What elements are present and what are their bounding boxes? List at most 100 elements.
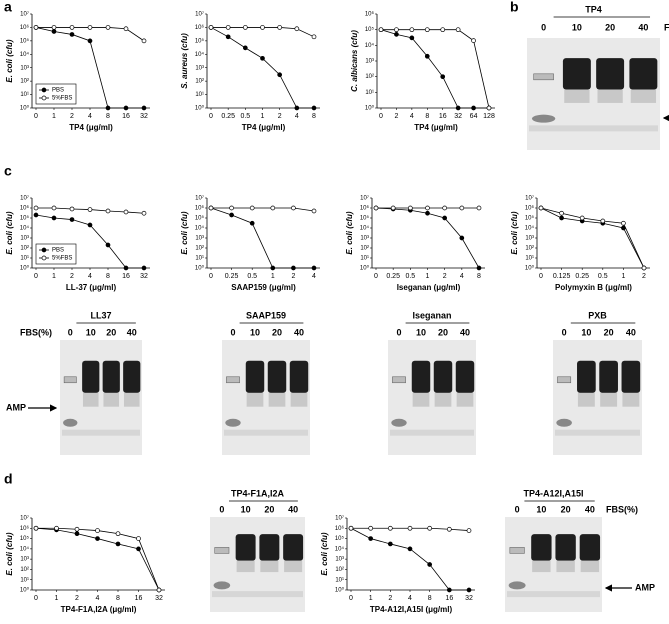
data-point xyxy=(387,541,393,547)
data-point xyxy=(579,215,585,221)
data-point xyxy=(311,34,317,40)
gel-band xyxy=(556,418,572,427)
gel-band xyxy=(82,360,100,393)
gel-smear xyxy=(630,89,657,103)
data-point xyxy=(87,207,93,212)
data-point xyxy=(387,525,393,531)
data-point xyxy=(249,205,255,211)
data-point xyxy=(270,205,276,211)
data-point xyxy=(291,265,296,271)
gel-smear xyxy=(246,392,264,407)
y-tick-label: 10⁷ xyxy=(20,515,29,522)
y-tick-label: 10⁰ xyxy=(365,105,375,112)
lane-label: 0 xyxy=(562,327,567,337)
lane-label: 0 xyxy=(219,504,224,514)
data-point xyxy=(559,210,564,216)
data-point xyxy=(141,38,147,44)
x-tick-label: 0 xyxy=(374,273,378,280)
y-tick-label: 10⁴ xyxy=(360,225,370,232)
data-point xyxy=(33,25,39,30)
data-point xyxy=(136,536,141,541)
y-tick-label: 10⁷ xyxy=(20,11,29,18)
gel-smear xyxy=(123,392,140,407)
y-tick-label: 10⁶ xyxy=(335,525,345,532)
data-point xyxy=(459,235,465,241)
gel-band xyxy=(289,360,309,393)
gel-title: LL37 xyxy=(90,310,111,320)
data-point xyxy=(394,32,399,37)
y-tick-label: 10¹ xyxy=(525,256,534,262)
data-point xyxy=(123,105,129,111)
y-tick-label: 10⁰ xyxy=(195,265,205,272)
y-tick-label: 10⁴ xyxy=(20,51,30,58)
y-tick-label: 10⁵ xyxy=(360,215,370,222)
y-tick-label: 10¹ xyxy=(365,90,374,96)
data-point xyxy=(225,25,231,30)
y-tick-label: 10¹ xyxy=(195,256,204,262)
x-tick-label: 4 xyxy=(295,113,299,120)
gel-band xyxy=(599,360,618,393)
x-tick-label: 4 xyxy=(410,113,414,120)
x-tick-label: 0 xyxy=(539,273,543,280)
x-tick-label: 2 xyxy=(70,113,74,120)
x-axis-label: SAAP159 (μg/ml) xyxy=(231,283,296,292)
x-axis-label: Iseganan (μg/ml) xyxy=(397,283,461,292)
data-point xyxy=(123,209,129,215)
y-axis-label: E. coli (cfu) xyxy=(5,211,14,254)
y-tick-label: 10⁰ xyxy=(20,265,30,272)
y-tick-label: 10⁰ xyxy=(195,105,205,112)
data-point xyxy=(471,105,476,111)
data-point xyxy=(390,205,396,211)
y-tick-label: 10⁵ xyxy=(365,26,375,33)
y-tick-label: 10⁵ xyxy=(335,535,345,542)
gel-bottom-band xyxy=(212,591,303,598)
data-point xyxy=(425,205,430,211)
data-point xyxy=(459,205,465,211)
data-point xyxy=(69,206,75,212)
x-axis-label: TP4 (μg/ml) xyxy=(242,123,286,132)
gel-band xyxy=(621,360,641,393)
x-tick-label: 1 xyxy=(261,113,265,120)
x-tick-label: 64 xyxy=(470,113,478,120)
x-tick-label: 8 xyxy=(106,113,110,120)
y-tick-label: 10¹ xyxy=(20,92,29,98)
gel-band xyxy=(259,534,280,561)
y-tick-label: 10⁶ xyxy=(195,205,205,212)
data-point xyxy=(291,205,296,211)
x-tick-label: 2 xyxy=(70,273,74,280)
gel-title: Iseganan xyxy=(412,310,451,320)
x-tick-label: 32 xyxy=(155,595,163,602)
y-tick-label: 10² xyxy=(335,567,344,573)
data-point xyxy=(394,27,399,33)
x-tick-label: 2 xyxy=(388,595,392,602)
gel-bottom-band xyxy=(224,429,308,436)
y-tick-label: 10⁰ xyxy=(360,265,370,272)
data-point xyxy=(229,212,234,218)
x-axis-label: TP4-A12I,A15I (μg/ml) xyxy=(370,605,453,614)
x-axis-label: Polymyxin B (μg/ml) xyxy=(555,283,632,292)
lane-label: 20 xyxy=(106,327,116,337)
gel-smear xyxy=(236,560,255,573)
data-point xyxy=(471,38,476,43)
y-tick-label: 10³ xyxy=(525,236,534,242)
lane-label: 0 xyxy=(541,22,546,32)
data-point xyxy=(87,25,93,30)
y-tick-label: 10² xyxy=(20,567,29,573)
x-tick-label: 4 xyxy=(88,113,92,120)
legend-marker xyxy=(41,87,47,93)
lane-label: 10 xyxy=(250,327,260,337)
data-point xyxy=(368,525,374,531)
x-tick-label: 1 xyxy=(426,273,430,280)
x-tick-label: 8 xyxy=(425,113,429,120)
data-point xyxy=(348,525,354,531)
data-point xyxy=(33,525,39,531)
x-tick-label: 1 xyxy=(621,273,625,280)
data-point xyxy=(427,562,433,567)
data-point xyxy=(51,29,57,34)
series-line xyxy=(540,207,645,269)
gel-band xyxy=(531,534,552,561)
y-tick-label: 10³ xyxy=(195,65,204,71)
lane-label: 40 xyxy=(294,327,304,337)
data-point xyxy=(270,265,276,271)
y-tick-label: 10⁷ xyxy=(20,195,29,202)
